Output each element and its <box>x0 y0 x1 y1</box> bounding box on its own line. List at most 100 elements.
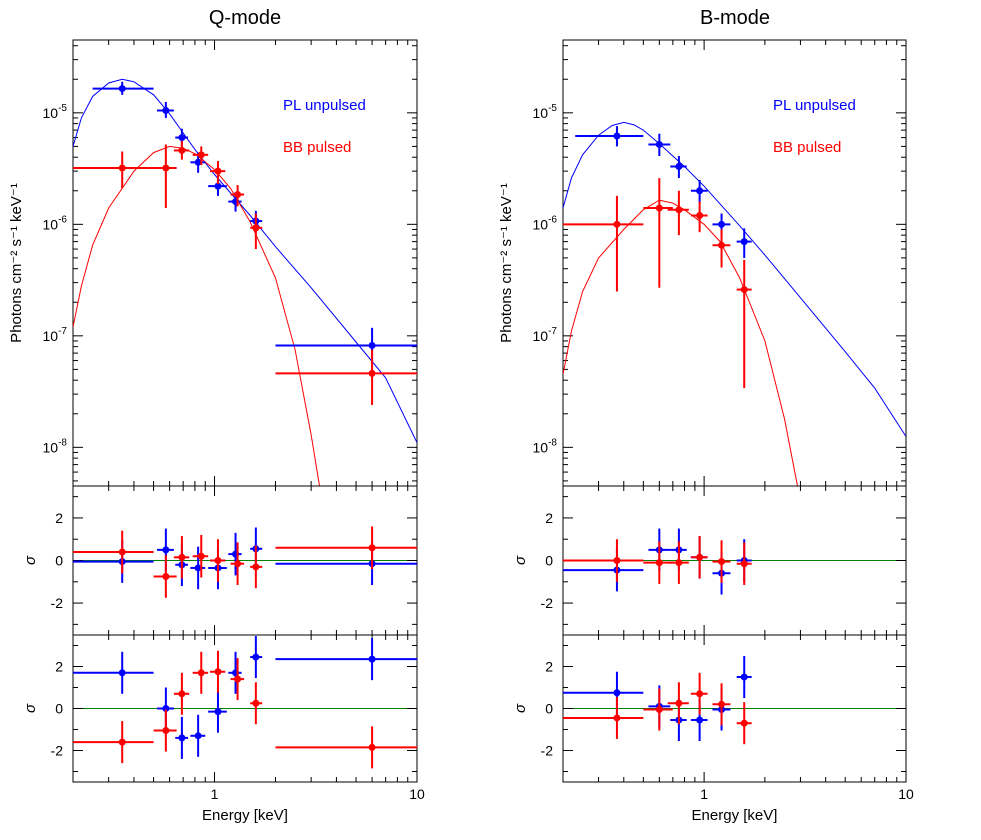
data-point <box>740 673 748 681</box>
legend-entry: PL unpulsed <box>283 97 366 114</box>
x-tick-label: 1 <box>700 786 708 802</box>
series-bb-pulsed <box>563 672 752 745</box>
y-tick-label: 0 <box>55 701 63 717</box>
series-pl-unpulsed <box>563 656 752 742</box>
residual-data <box>563 656 752 745</box>
data-point <box>178 134 186 142</box>
chart-b-mode: B-mode 10-8 10-7 10-6 10-5 Photons cm⁻² s⁻¹ k… <box>498 7 914 824</box>
data-point <box>197 669 205 677</box>
residual-data <box>563 528 752 595</box>
y-tick-label: -2 <box>541 595 554 611</box>
data-point <box>613 689 621 697</box>
series-bb-pulsed <box>563 536 752 585</box>
data-point <box>178 734 186 742</box>
data-point <box>655 559 663 567</box>
data-point <box>214 668 222 676</box>
y-tick-label: -2 <box>51 743 64 759</box>
y-tick-label: 10-7 <box>533 326 558 344</box>
data-point <box>718 558 726 566</box>
data-point <box>252 224 260 232</box>
data-point <box>655 204 663 212</box>
series-pl-unpulsed <box>73 527 417 590</box>
y-tick-label: 0 <box>545 553 553 569</box>
data-point <box>194 732 202 740</box>
data-point <box>368 655 376 663</box>
data-point <box>696 553 704 561</box>
x-tick-label: 10 <box>409 786 425 802</box>
top-data <box>73 81 417 405</box>
data-point <box>178 146 186 154</box>
data-point <box>675 206 683 214</box>
data-point <box>740 560 748 568</box>
data-point <box>162 572 170 580</box>
legend-entry: BB pulsed <box>773 139 841 156</box>
data-point <box>718 700 726 708</box>
data-point <box>118 548 126 556</box>
model-curves <box>563 121 906 486</box>
data-point <box>162 164 170 172</box>
data-point <box>118 738 126 746</box>
series-bb-pulsed <box>73 650 417 769</box>
data-point <box>194 158 202 166</box>
series-bb-pulsed <box>73 526 417 598</box>
data-point <box>214 708 222 716</box>
data-point <box>718 220 726 228</box>
data-point <box>718 241 726 249</box>
residual-data <box>73 526 417 598</box>
residual-y-label: σ <box>22 703 39 713</box>
series-pl-unpulsed <box>575 126 752 258</box>
y-tick-label: -2 <box>51 595 64 611</box>
data-point <box>214 557 222 564</box>
y-tick-label: 10-6 <box>43 214 68 232</box>
data-point <box>696 716 704 724</box>
model-curve <box>563 199 798 486</box>
model-curve <box>563 121 906 437</box>
residual-y-label: σ <box>22 555 39 565</box>
model-curves <box>73 78 417 486</box>
data-point <box>368 544 376 552</box>
data-point <box>118 669 126 677</box>
data-point <box>613 132 621 140</box>
data-point <box>197 151 205 159</box>
model-curve <box>73 78 417 443</box>
y-tick-label: 2 <box>55 510 63 526</box>
x-tick-label: 10 <box>898 786 914 802</box>
chart-q-mode: Q-mode 10-8 10-7 10-6 10-5 Photons cm⁻² s⁻¹ k… <box>8 7 425 824</box>
data-point <box>655 140 663 148</box>
data-point <box>162 106 170 114</box>
data-point <box>162 727 170 735</box>
data-point <box>162 546 170 554</box>
x-axis-label: Energy [keV] <box>202 807 288 824</box>
series-bb-pulsed <box>73 140 417 405</box>
y-tick-label: 0 <box>55 553 63 569</box>
y-tick-label: 0 <box>545 701 553 717</box>
chart-title: B-mode <box>700 7 770 29</box>
x-tick-label: 1 <box>211 786 219 802</box>
data-point <box>234 675 242 683</box>
y-tick-label: -2 <box>541 743 554 759</box>
y-tick-label: 10-5 <box>533 103 558 121</box>
data-point <box>214 182 222 190</box>
y-tick-label: 10-6 <box>533 214 558 232</box>
data-point <box>675 559 683 567</box>
data-point <box>234 560 242 568</box>
series-pl-unpulsed <box>73 636 417 759</box>
data-point <box>696 690 704 698</box>
data-point <box>675 699 683 707</box>
model-curve <box>73 145 320 486</box>
data-point <box>162 705 170 712</box>
y-tick-label: 2 <box>545 659 553 675</box>
data-point <box>368 341 376 349</box>
data-point <box>740 286 748 294</box>
legend-entry: PL unpulsed <box>773 97 856 114</box>
data-point <box>740 719 748 727</box>
data-point <box>178 690 186 698</box>
data-point <box>234 191 242 199</box>
data-point <box>118 85 126 93</box>
y-tick-label: 10-8 <box>533 437 558 455</box>
data-point <box>613 714 621 722</box>
y-tick-label: 10-8 <box>43 437 68 455</box>
data-point <box>178 553 186 561</box>
residual-y-label: σ <box>512 703 529 713</box>
y-tick-label: 10-7 <box>43 326 68 344</box>
